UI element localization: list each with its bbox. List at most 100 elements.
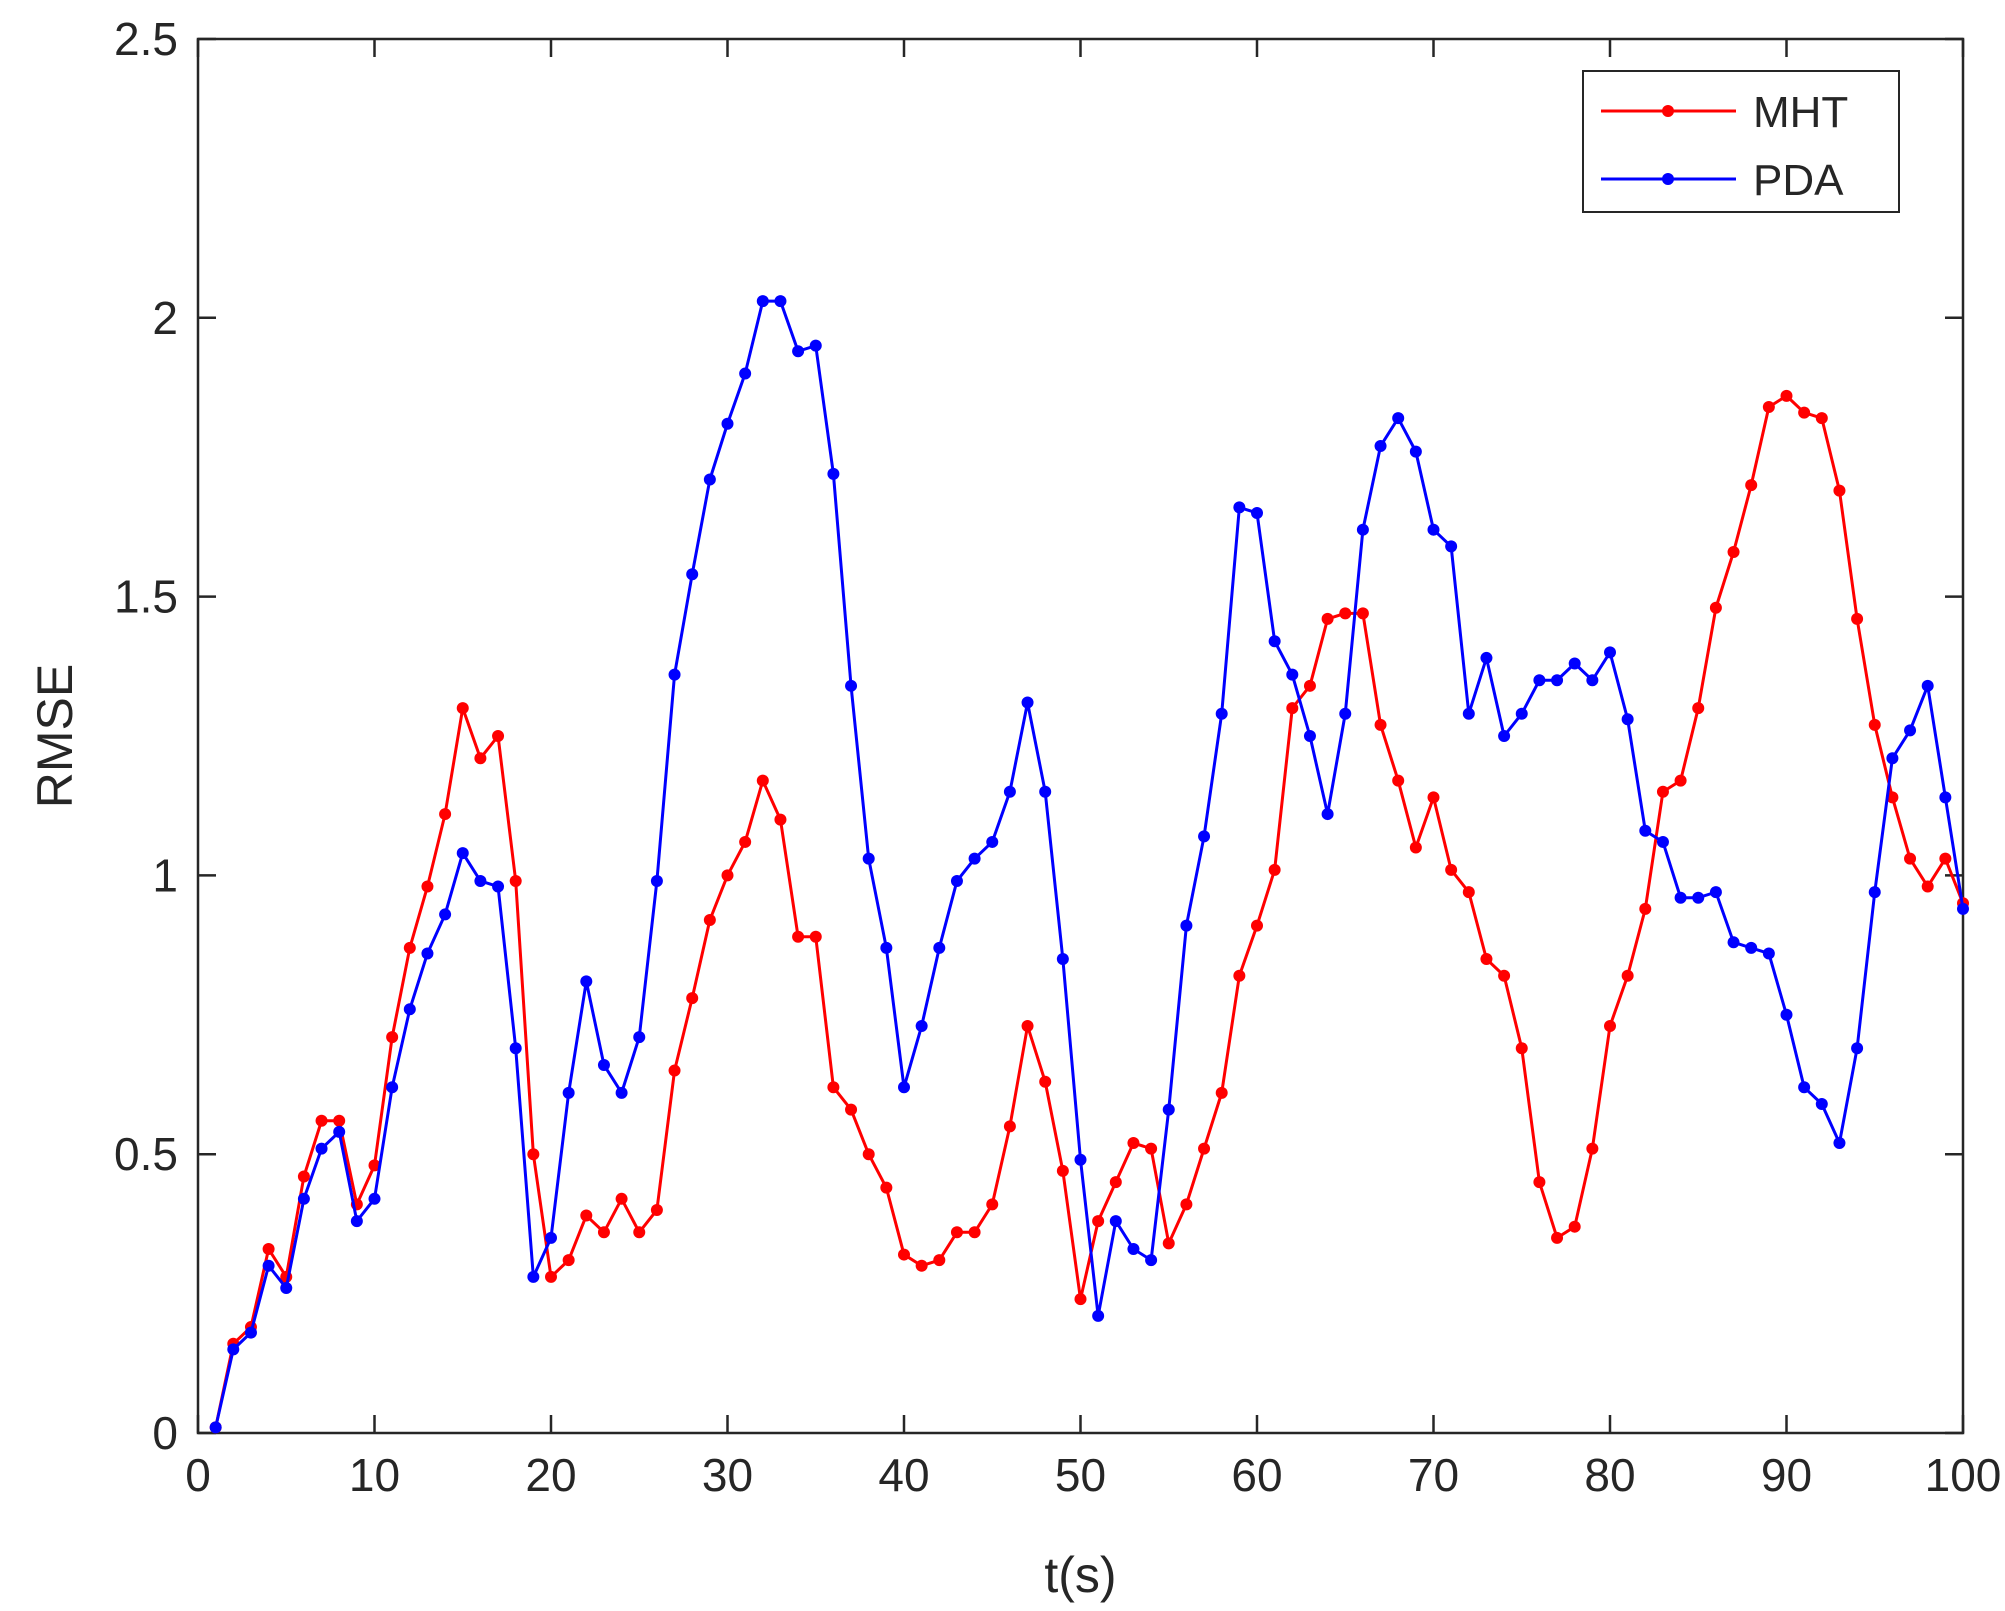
data-point-pda	[492, 880, 505, 893]
data-point-pda	[1639, 824, 1652, 837]
data-point-mht	[1092, 1215, 1105, 1228]
data-point-pda	[280, 1282, 293, 1295]
data-point-mht	[615, 1192, 628, 1205]
legend-item-pda: PDA	[1601, 156, 1844, 205]
data-point-pda	[580, 975, 593, 988]
data-point-mht	[1709, 601, 1722, 614]
data-point-mht	[862, 1148, 875, 1161]
axis-ticks: 0 10 20 30 40 50 60 70 80 90 100 0 0.5 1 1.5 2 2.5	[114, 13, 2001, 1501]
data-point-pda	[968, 852, 981, 865]
data-point-mht	[492, 730, 505, 742]
data-point-pda	[1621, 713, 1634, 726]
data-point-mht	[827, 1081, 840, 1094]
data-point-mht	[1374, 718, 1387, 731]
data-point-pda	[1339, 707, 1352, 720]
data-point-pda	[1745, 941, 1758, 954]
data-point-pda	[1303, 730, 1316, 742]
data-point-pda	[1215, 707, 1228, 720]
data-point-mht	[1021, 1019, 1034, 1032]
data-point-pda	[1939, 791, 1952, 804]
data-point-pda	[1021, 696, 1034, 709]
legend-swatch-marker	[1662, 173, 1674, 185]
data-point-pda	[350, 1215, 363, 1228]
legend-label: PDA	[1753, 156, 1844, 205]
data-point-pda	[721, 417, 734, 430]
data-point-pda	[1427, 523, 1440, 536]
data-point-pda	[1656, 835, 1669, 848]
data-point-mht	[739, 835, 752, 848]
data-point-pda	[1233, 501, 1246, 514]
legend-box	[1582, 70, 1900, 213]
data-point-pda	[809, 339, 822, 352]
data-point-mht	[1215, 1086, 1228, 1099]
data-point-pda	[1533, 674, 1546, 687]
data-point-mht	[650, 1203, 663, 1216]
data-point-mht	[403, 941, 416, 954]
data-point-pda	[1462, 707, 1475, 720]
data-point-pda	[986, 835, 999, 848]
series-line-mht	[214, 394, 1965, 1428]
series-layer	[209, 295, 1969, 1434]
data-point-mht	[986, 1198, 999, 1211]
data-point-pda	[1180, 919, 1193, 932]
data-point-mht	[1339, 607, 1352, 620]
data-point-mht	[1498, 969, 1511, 982]
data-point-pda	[1498, 730, 1511, 742]
data-point-mht	[633, 1226, 646, 1239]
data-point-mht	[1692, 702, 1705, 715]
legend-label: MHT	[1753, 88, 1848, 137]
data-point-pda	[1709, 886, 1722, 899]
data-point-pda	[1162, 1103, 1175, 1116]
data-point-mht	[1798, 406, 1811, 419]
data-point-mht	[1639, 902, 1652, 915]
data-point-mht	[1356, 607, 1369, 620]
data-point-pda	[1039, 785, 1052, 798]
data-point-pda	[597, 1058, 610, 1071]
data-point-mht	[756, 774, 769, 787]
data-point-pda	[315, 1142, 328, 1155]
data-point-mht	[1180, 1198, 1193, 1211]
data-point-pda	[1445, 540, 1458, 553]
data-point-pda	[545, 1231, 557, 1244]
data-point-mht	[368, 1159, 381, 1172]
data-point-pda	[1886, 752, 1899, 765]
data-point-pda	[1409, 445, 1422, 458]
data-point-pda	[1921, 679, 1934, 692]
data-point-mht	[262, 1242, 275, 1255]
data-point-mht	[1780, 389, 1793, 402]
data-point-pda	[509, 1042, 522, 1055]
x-tick-label: 20	[525, 1449, 576, 1501]
data-point-mht	[1886, 791, 1899, 804]
data-point-mht	[333, 1114, 346, 1127]
series-line-pda	[214, 299, 1965, 1428]
data-point-mht	[597, 1226, 610, 1239]
data-point-mht	[509, 874, 522, 887]
x-tick-label: 60	[1231, 1449, 1282, 1501]
data-point-pda	[1268, 635, 1281, 648]
data-point-mht	[1674, 774, 1687, 787]
data-point-pda	[1868, 886, 1881, 899]
x-tick-label: 50	[1055, 1449, 1106, 1501]
data-point-mht	[474, 752, 487, 765]
data-point-pda	[474, 874, 487, 887]
data-point-pda	[439, 908, 452, 921]
data-point-mht	[1233, 969, 1246, 982]
data-point-mht	[792, 930, 805, 943]
data-point-pda	[845, 679, 858, 692]
data-point-mht	[1145, 1142, 1158, 1155]
data-point-pda	[756, 295, 769, 308]
y-tick-label: 2	[152, 292, 178, 344]
data-point-pda	[1674, 891, 1687, 904]
data-point-pda	[615, 1086, 628, 1099]
y-tick-label: 0.5	[114, 1128, 178, 1180]
x-tick-label: 80	[1584, 1449, 1635, 1501]
data-point-pda	[915, 1019, 928, 1032]
data-point-pda	[1851, 1042, 1864, 1055]
data-point-pda	[1374, 440, 1387, 453]
data-point-pda	[1798, 1081, 1811, 1094]
data-point-mht	[1762, 401, 1775, 414]
data-point-mht	[686, 992, 699, 1005]
data-point-pda	[421, 947, 434, 960]
data-point-pda	[1056, 953, 1069, 966]
